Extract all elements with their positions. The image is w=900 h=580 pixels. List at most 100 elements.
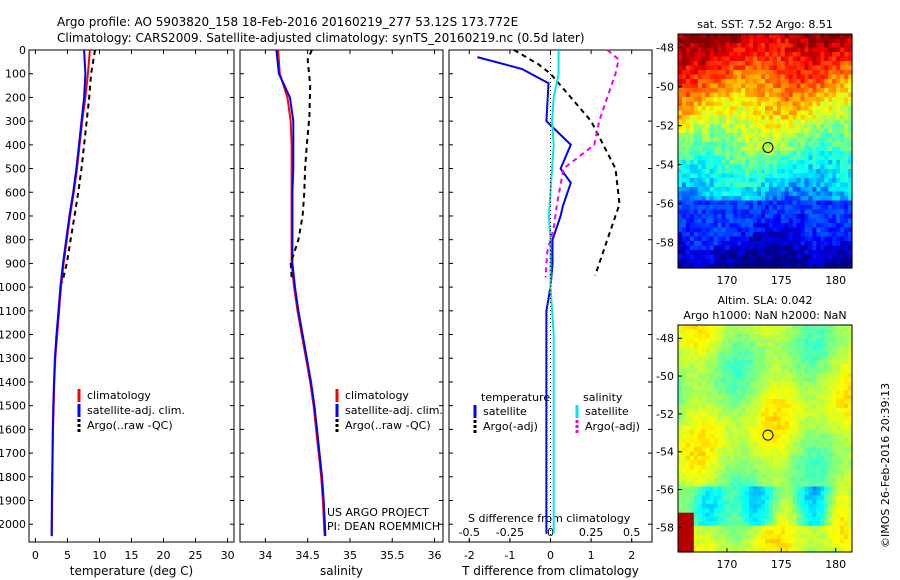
- sla-cell: [796, 338, 802, 344]
- sst-cell: [685, 101, 691, 107]
- sst-cell: [836, 79, 841, 85]
- sst-cell: [749, 61, 754, 67]
- sst-cell: [741, 151, 746, 157]
- sla-cell: [788, 460, 794, 466]
- sla-cell: [713, 346, 719, 352]
- sla-cell: [709, 451, 715, 457]
- sst-cell: [678, 128, 683, 134]
- sst-cell: [812, 47, 817, 53]
- sla-cell: [705, 447, 711, 453]
- sla-cell: [725, 407, 730, 413]
- sla-cell: [816, 429, 821, 435]
- sst-cell: [808, 65, 814, 71]
- sla-cell: [816, 503, 821, 509]
- sst-cell: [765, 187, 770, 193]
- sst-cell: [768, 218, 774, 224]
- sla-cell: [701, 473, 707, 479]
- sla-cell: [717, 451, 723, 457]
- sst-cell: [745, 191, 750, 197]
- sla-cell: [678, 421, 683, 427]
- sla-cell: [701, 368, 707, 374]
- sst-cell: [741, 56, 746, 62]
- sst-cell: [796, 110, 802, 116]
- sst-cell: [761, 43, 766, 49]
- sst-cell: [753, 115, 758, 121]
- sst-cell: [681, 191, 687, 197]
- sla-cell: [737, 447, 742, 453]
- sla-cell: [804, 486, 810, 492]
- sst-cell: [784, 254, 790, 260]
- sst-cell: [709, 43, 715, 49]
- sst-cell: [772, 79, 778, 85]
- sla-cell: [761, 482, 766, 488]
- sst-cell: [840, 236, 845, 242]
- sst-cell: [761, 97, 766, 103]
- sst-cell: [800, 106, 806, 112]
- sla-cell: [689, 364, 695, 370]
- sst-cell: [697, 115, 703, 121]
- sst-cell: [792, 250, 798, 256]
- sla-cell: [705, 547, 711, 553]
- sst-cell: [796, 259, 802, 265]
- sla-cell: [828, 473, 833, 479]
- sla-cell: [820, 351, 825, 357]
- sst-cell: [800, 124, 806, 130]
- sla-cell: [705, 416, 711, 422]
- sst-cell: [768, 245, 774, 251]
- sla-cell: [693, 447, 699, 453]
- sla-cell: [681, 499, 687, 505]
- sla-cell: [832, 373, 837, 378]
- sla-cell: [697, 442, 703, 448]
- sst-cell: [678, 173, 683, 179]
- sst-cell: [848, 110, 853, 116]
- sla-cell: [701, 394, 707, 400]
- sst-cell: [836, 133, 841, 139]
- sla-cell: [729, 503, 734, 509]
- sla-cell: [717, 438, 723, 444]
- sla-cell: [678, 521, 683, 527]
- sst-cell: [828, 115, 833, 121]
- sla-cell: [792, 373, 798, 378]
- sst-cell: [733, 92, 738, 98]
- sla-cell: [780, 377, 786, 383]
- sla-cell: [705, 403, 711, 409]
- sst-cell: [804, 241, 810, 247]
- sla-cell: [709, 346, 715, 352]
- sla-cell: [733, 351, 738, 357]
- sla-cell: [844, 538, 849, 544]
- sla-cell: [729, 534, 734, 540]
- sla-cell: [844, 503, 849, 509]
- sla-cell: [765, 543, 770, 549]
- sla-cell: [844, 495, 849, 501]
- sst-cell: [848, 191, 853, 197]
- sst-cell: [832, 101, 837, 107]
- sst-cell: [721, 79, 727, 85]
- sst-cell: [737, 43, 742, 49]
- sla-cell: [761, 534, 766, 540]
- sst-cell: [804, 155, 810, 161]
- temp-ytick-label: 600: [5, 186, 26, 199]
- sst-cell: [800, 160, 806, 166]
- sla-cell: [796, 342, 802, 348]
- temp-series-2-line: [61, 49, 96, 283]
- sst-cell: [800, 254, 806, 260]
- sla-cell: [745, 477, 750, 483]
- sst-cell: [800, 250, 806, 256]
- sla-cell: [840, 399, 845, 405]
- sst-xtick-label: 170: [716, 274, 737, 287]
- sla-cell: [721, 394, 727, 400]
- sst-cell: [693, 101, 699, 107]
- sla-cell: [820, 394, 825, 400]
- sla-cell: [749, 451, 754, 457]
- sla-cell: [725, 394, 730, 400]
- sla-cell: [812, 517, 817, 523]
- sst-cell: [717, 191, 723, 197]
- sst-cell: [796, 263, 802, 269]
- sst-cell: [788, 182, 794, 188]
- sst-cell: [717, 133, 723, 139]
- sla-cell: [804, 429, 810, 435]
- sst-cell: [780, 79, 786, 85]
- sst-cell: [780, 61, 786, 67]
- sla-cell: [832, 486, 837, 492]
- sst-cell: [689, 250, 695, 256]
